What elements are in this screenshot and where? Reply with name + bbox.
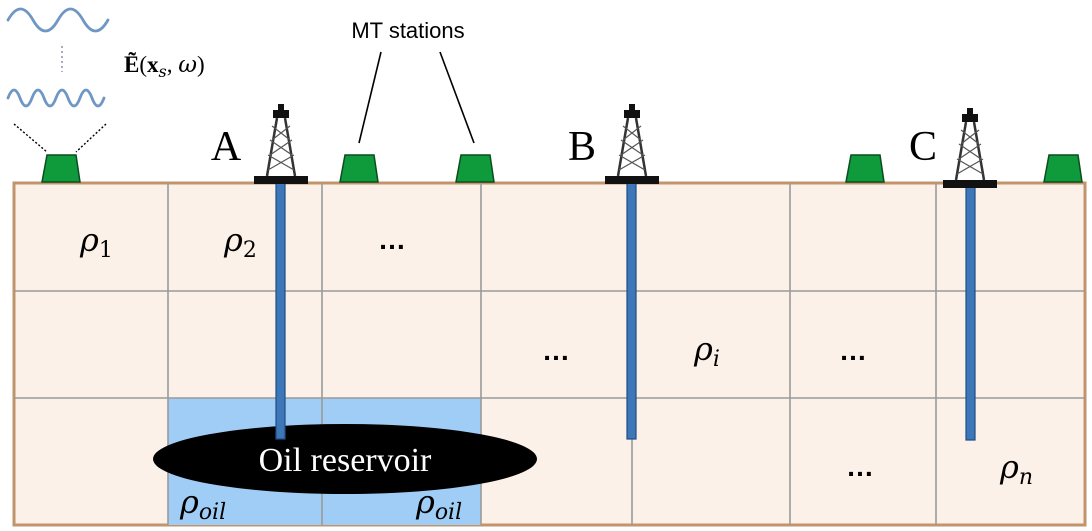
well-pipe-b [626,182,637,440]
mt-stations [41,154,1083,183]
mt-stations-label: MT stations [351,18,464,43]
em-wave-bottom [6,88,106,108]
derrick-c-icon [943,108,997,188]
source-field-label: Ẽ(xs, ω) [124,52,205,81]
mt-station-1-icon [41,154,81,183]
well-label-b: B [568,124,596,170]
mt-station-2-icon [339,154,379,183]
wave-cone-right [75,123,107,153]
derrick-a-icon [254,104,308,184]
cell-label-rho-oil-right: ρoil [415,483,462,525]
wave-cone-left [13,123,48,153]
cell-label-rho-oil-left: ρoil [179,483,226,525]
oil-reservoir-ellipse [153,424,537,494]
ellipsis-row2-col4: … [542,335,570,366]
derrick-b-icon [605,104,659,184]
em-wave-top [6,7,110,33]
cell-label-rho-1: ρ1 [79,221,113,263]
mt-pointer-line-left [358,51,382,144]
well-pipe-c [965,185,976,441]
mt-station-4-icon [845,154,885,183]
mt-station-3-icon [455,154,495,183]
cell-label-rho-n: ρn [999,448,1033,490]
well-pipe-a [275,182,286,440]
em-waves [6,7,110,108]
cell-label-rho-2: ρ2 [223,221,257,263]
mt-pointer-line-right [439,51,475,144]
well-label-a: A [211,124,242,170]
well-label-c: C [909,124,937,170]
ellipsis-row2-col6: … [839,335,867,366]
cell-label-rho-i: ρi [693,330,720,372]
ellipsis-row1-col3: … [378,224,406,255]
grid-lines [14,183,1085,525]
reservoir-label: Oil reservoir [259,442,432,479]
mt-station-5-icon [1043,154,1083,183]
ellipsis-row3-col6: … [846,451,874,482]
